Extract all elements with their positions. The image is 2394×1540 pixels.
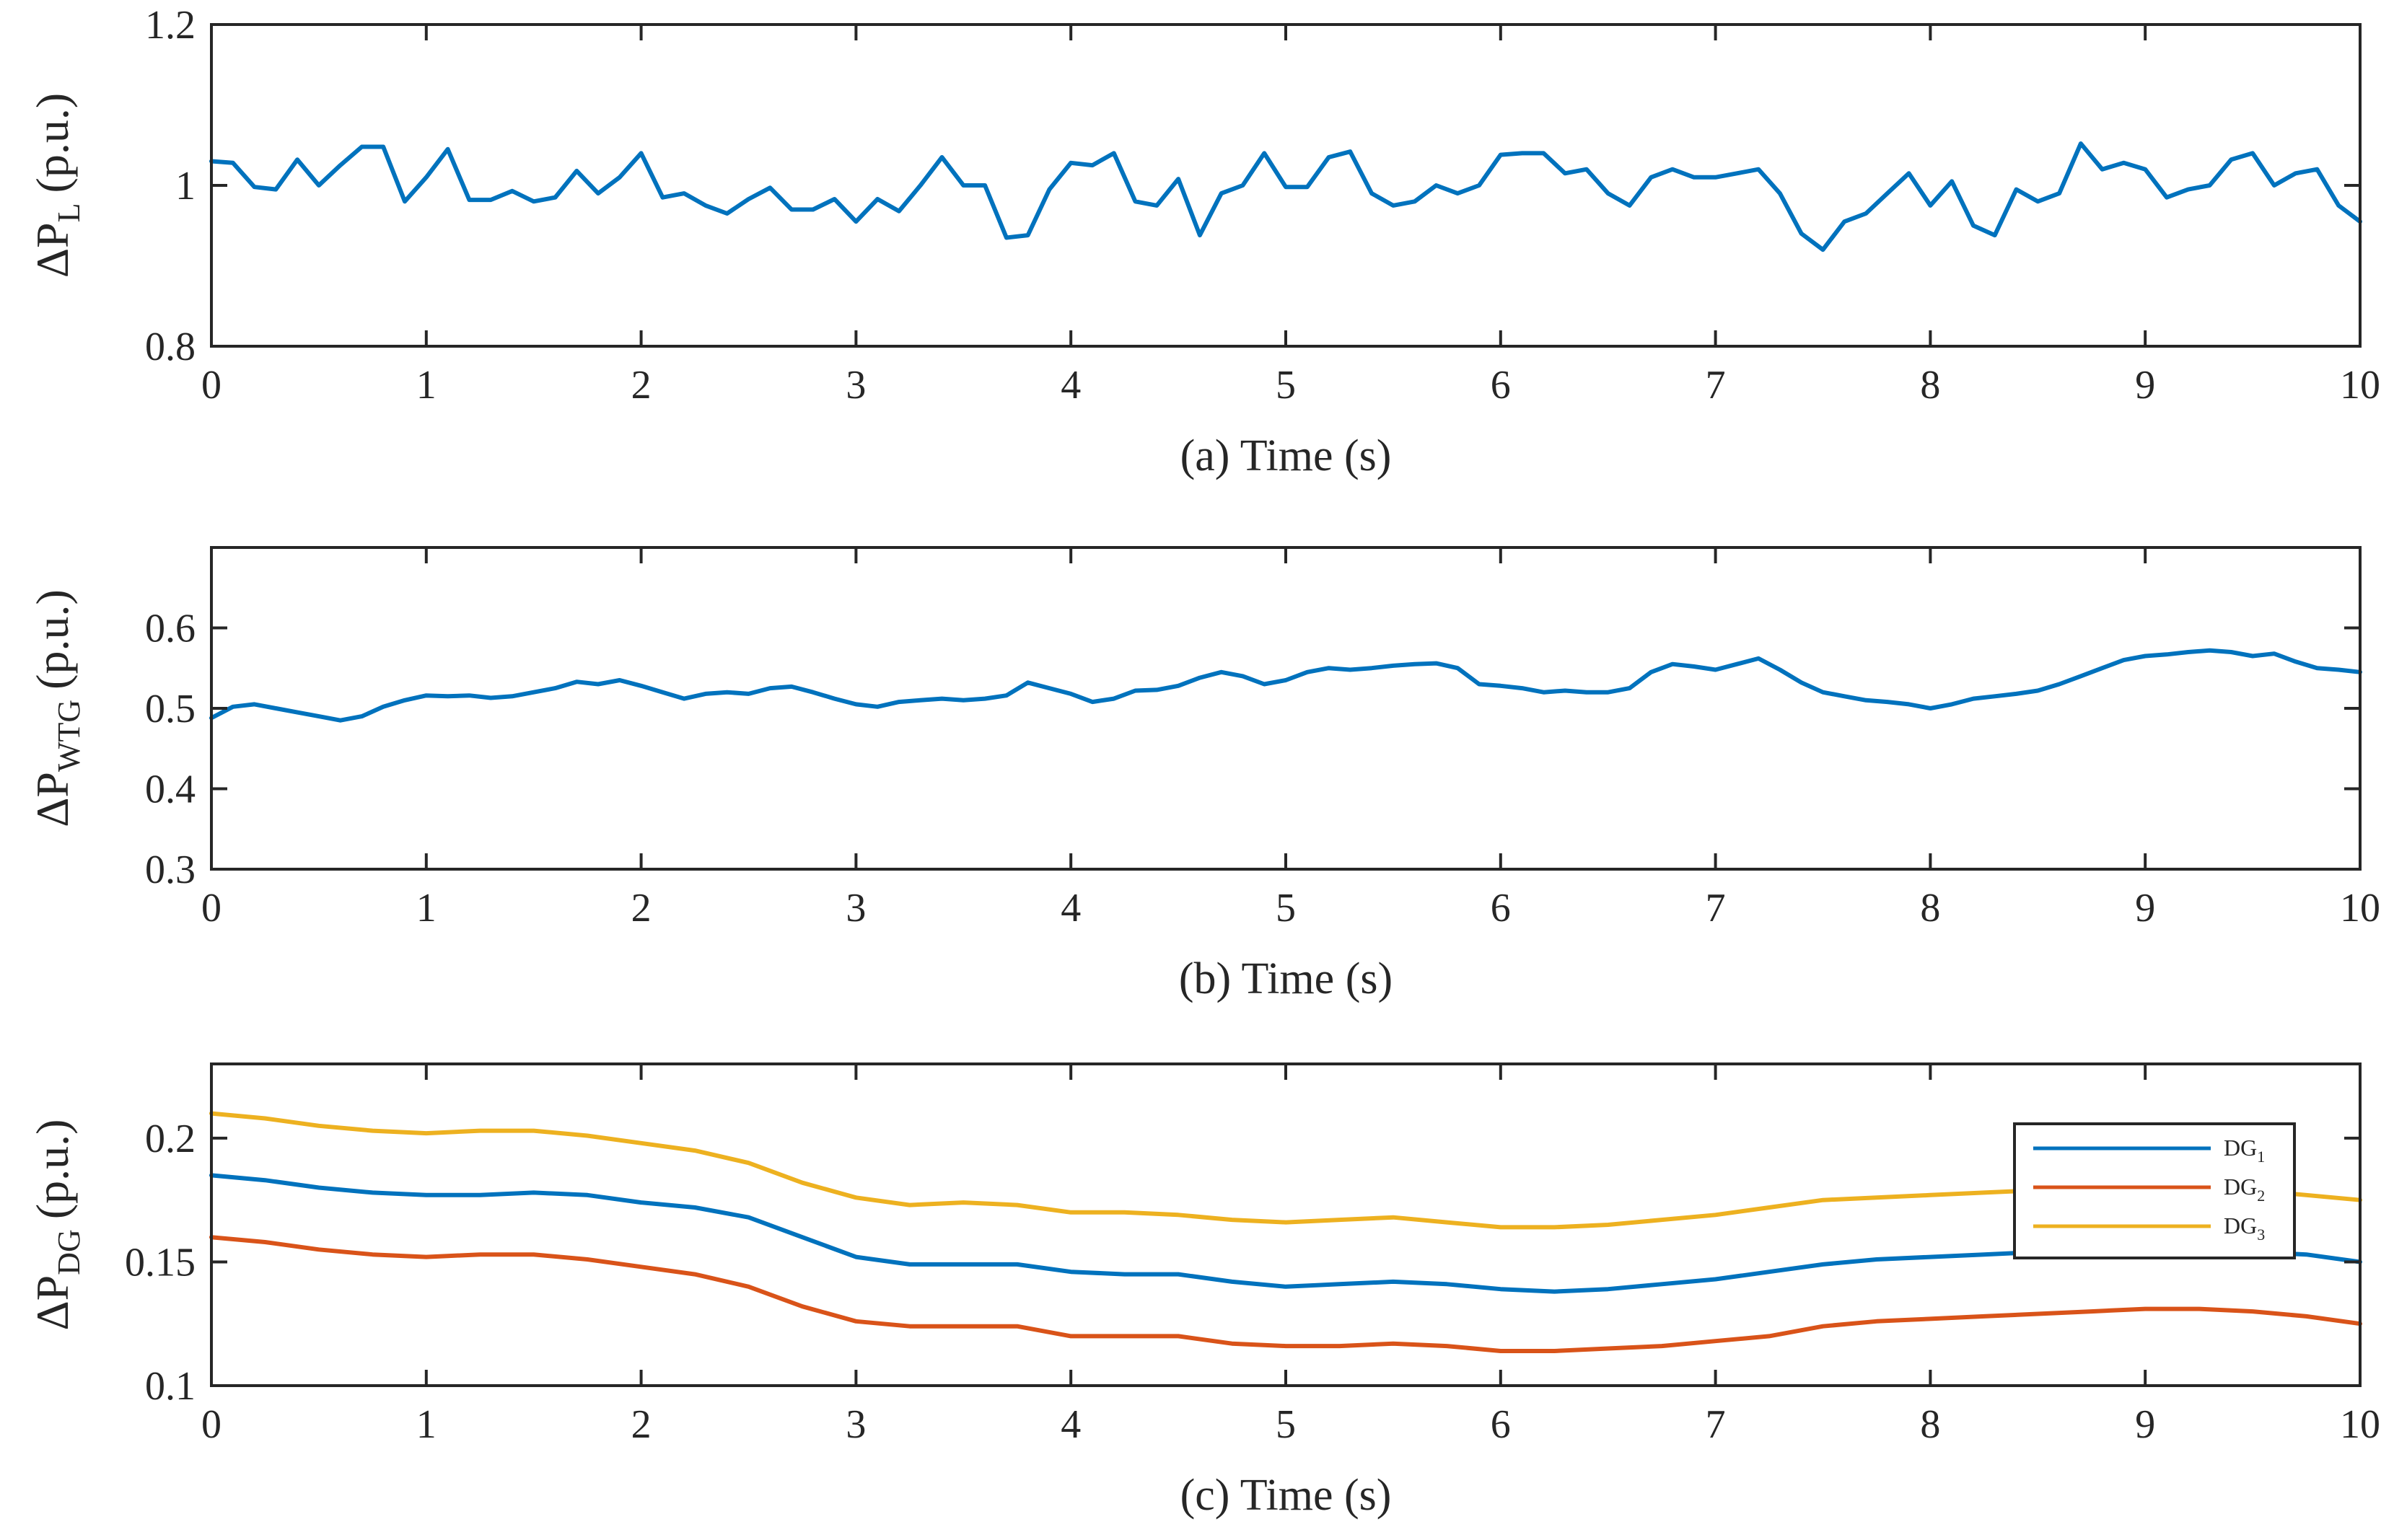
x-tick-label: 7 [1706,1402,1726,1447]
x-tick-label: 0 [201,886,222,930]
x-tick-label: 1 [416,363,437,408]
y-tick-label: 0.3 [145,848,196,892]
x-tick-label: 8 [1920,363,1940,408]
y-tick-label: 0.5 [145,687,196,731]
x-tick-label: 9 [2135,363,2155,408]
y-axis-label: ΔPDG (p.u.) [27,1119,87,1331]
y-axis-label: ΔPL (p.u.) [27,93,87,278]
y-tick-label: 1.2 [145,3,196,48]
series-line-wtg [209,648,2362,723]
x-tick-label: 1 [416,886,437,930]
legend-label-dg1: DG1 [2224,1135,2265,1166]
x-tick-label: 6 [1491,363,1511,408]
x-tick-label: 10 [2340,363,2380,408]
panel-c-dg: 0 1 2 3 4 5 6 7 8 9 100.10.150.2(c) Time (s)ΔPDG(p… [27,1062,2380,1520]
y-axis-label-subscript: DG [51,1229,87,1275]
legend-box [2013,1122,2296,1259]
legend-label-subscript: 1 [2257,1148,2265,1166]
series-line-dg1 [209,1173,2362,1294]
x-tick-label: 2 [631,1402,652,1447]
y-tick-label: 0.6 [145,607,196,651]
x-tick-label: 8 [1920,886,1940,930]
y-axis-label-main: ΔP [27,772,78,827]
x-tick-label: 4 [1061,886,1081,930]
y-axis-label-subscript: WTG [51,700,87,772]
y-tick-label: 1 [175,164,196,208]
x-tick-label: 2 [631,886,652,930]
x-tick-label: 6 [1491,886,1511,930]
x-tick-label: 2 [631,363,652,408]
x-tick-label: 5 [1276,363,1296,408]
x-tick-label: 1 [416,1402,437,1447]
panel-b-wtg: 0 1 2 3 4 5 6 7 8 9 10 0.3 0.4 0.5 0.6 (b) Time (s) ΔPWT… [27,546,2380,1003]
x-tick-label: 3 [846,1402,866,1447]
panel-a-load: 0 1 2 3 4 5 6 7 8 9 10 0.8 1 1.2 (a) Time (s) ΔPL (p.u.) [27,3,2380,480]
y-tick-label: 0.1 [145,1364,196,1409]
x-tick-label: 3 [846,363,866,408]
series-line-dg3 [209,1111,2362,1230]
x-tick-label: 9 [2135,886,2155,930]
y-tick-label: 0.8 [145,325,196,369]
x-tick-label: 10 [2340,886,2380,930]
y-axis-label-main: ΔP [27,222,78,278]
series-line-load [209,141,2362,252]
legend-label-main: DG [2224,1213,2257,1238]
y-axis-label-unit: (p.u.) [27,93,78,193]
plot-area-frame [210,546,2362,871]
y-tick-label: 0.2 [145,1117,196,1161]
legend-label-subscript: 3 [2257,1226,2265,1244]
x-tick-label: 4 [1061,1402,1081,1447]
x-tick-label: 10 [2340,1402,2380,1447]
x-tick-label: 5 [1276,1402,1296,1447]
x-tick-label: 7 [1706,886,1726,930]
series-line-dg2 [209,1235,2362,1353]
x-tick-label: 6 [1491,1402,1511,1447]
legend-label-dg3: DG3 [2224,1213,2265,1244]
y-tick-label: 0.4 [145,767,196,812]
y-axis-label-unit: (p.u.) [27,1119,78,1220]
y-axis-label: ΔPWTG (p.u.) [27,589,87,827]
x-tick-label: 4 [1061,363,1081,408]
x-tick-label: 0 [201,363,222,408]
y-axis-label-subscript: L [51,203,87,222]
x-tick-label: 3 [846,886,866,930]
x-axis-label: (b) Time (s) [1179,954,1393,1003]
y-axis-label-unit: (p.u.) [27,589,78,690]
legend-label-dg2: DG2 [2224,1174,2265,1205]
x-axis-label: (c) Time (s) [1180,1471,1392,1520]
x-tick-label: 8 [1920,1402,1940,1447]
y-axis-label-main: ΔP [27,1275,78,1331]
legend-label-main: DG [2224,1174,2257,1200]
x-tick-label: 5 [1276,886,1296,930]
x-tick-label: 7 [1706,363,1726,408]
x-tick-label: 0 [201,1402,222,1447]
x-tick-label: 9 [2135,1402,2155,1447]
legend-label-main: DG [2224,1135,2257,1161]
x-axis-label: (a) Time (s) [1180,431,1392,480]
y-tick-label: 0.15 [125,1240,196,1285]
legend-label-subscript: 2 [2257,1187,2265,1205]
